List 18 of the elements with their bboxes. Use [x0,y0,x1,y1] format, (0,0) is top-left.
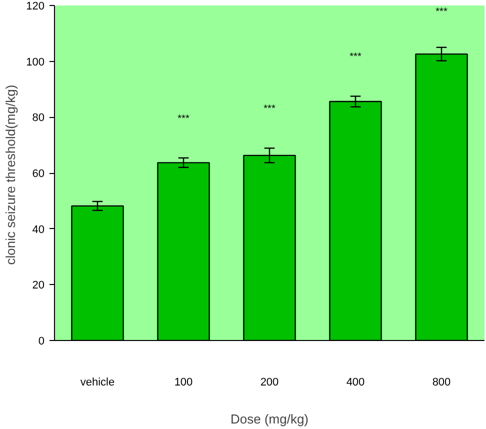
y-tick-label: 120 [26,0,45,12]
x-tick-label: 800 [432,376,451,388]
annotation: *** [350,52,362,63]
annotation: *** [178,113,190,124]
y-axis-title: clonic seizure threshold(mg/kg) [3,84,18,265]
x-axis-title: Dose (mg/kg) [230,412,309,426]
annotation: *** [436,6,448,18]
y-tick-label: 40 [32,224,45,236]
x-tick-label: 200 [260,376,279,388]
x-tick-label: 400 [346,376,365,388]
x-tick-label: 100 [174,376,193,388]
y-tick-label: 100 [26,56,45,68]
y-tick-label: 80 [32,112,45,124]
y-tick-label: 20 [32,280,45,292]
x-tick-label: vehicle [80,376,115,388]
y-tick-label: 60 [32,168,45,180]
y-tick-label: 0 [38,336,45,348]
annotation: *** [264,104,276,115]
